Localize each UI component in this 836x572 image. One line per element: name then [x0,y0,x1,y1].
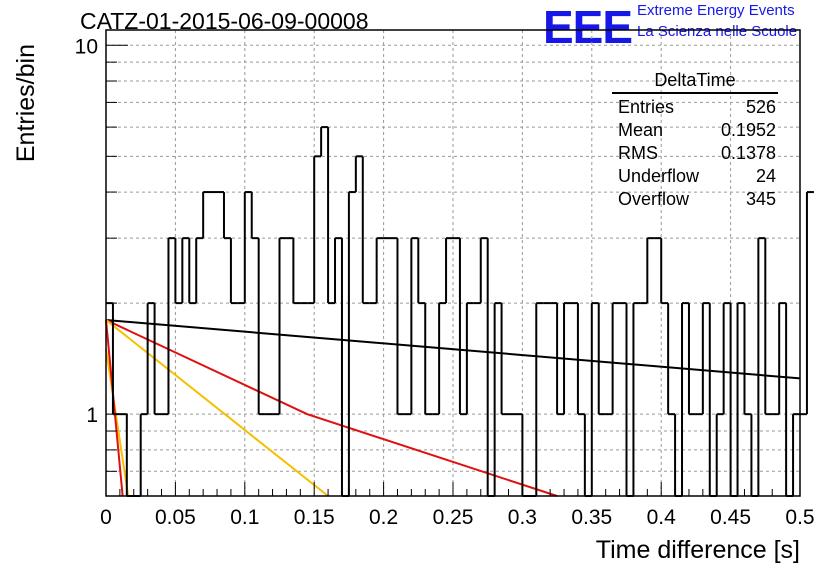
x-tick-label: 0 [100,506,112,529]
fit-line [105,319,329,497]
y-tick-label: 1 [86,404,98,427]
x-tick-label: 0.15 [294,506,335,529]
x-tick-label: 0.35 [571,506,612,529]
y-axis-label: Entries/bin [12,44,40,162]
eee-logo: EEE [543,1,633,53]
stats-value: 24 [755,166,776,186]
stats-row-entries: Entries 526 [612,96,776,119]
x-tick-label: 0.4 [647,506,677,529]
logo-line-1: Extreme Energy Events [637,2,795,19]
stats-value: 345 [745,189,776,209]
stats-row-overflow: Overflow 345 [612,188,776,211]
x-axis-label: Time difference [s] [596,536,800,564]
x-tick-label: 0.2 [369,506,398,529]
y-tick-label: 10 [75,35,98,58]
fit-line [105,319,558,497]
fit-curves [105,318,801,497]
stats-label: Mean [618,120,664,140]
x-tick-label: 0.25 [433,506,474,529]
stats-box: DeltaTime Entries 526 Mean 0.1952 RMS 0.… [612,70,782,211]
axis-tick-labels: 0 0.05 0.1 0.15 0.2 0.25 0.3 0.35 0.4 0.45 0.5 1 10 [75,35,815,529]
stats-label: RMS [618,143,658,163]
stats-value: 0.1378 [720,143,776,163]
x-tick-label: 0.45 [710,506,751,529]
logo-line-2: La Scienza nelle Scuole [637,23,798,40]
stats-title: DeltaTime [654,70,736,90]
stats-value: 0.1952 [720,120,776,140]
axis-ticks [105,44,801,497]
x-tick-label: 0.5 [785,506,814,529]
stats-value: 526 [745,97,776,117]
fit-line [105,319,124,497]
x-tick-label: 0.05 [155,506,196,529]
stats-row-rms: RMS 0.1378 [612,142,776,165]
stats-row-mean: Mean 0.1952 [612,119,776,142]
x-tick-label: 0.1 [230,506,259,529]
fit-line [105,349,130,497]
stats-divider [612,92,778,94]
stats-label: Underflow [618,166,700,186]
stats-row-underflow: Underflow 24 [612,165,776,188]
x-tick-label: 0.3 [508,506,537,529]
stats-label: Overflow [618,189,690,209]
stats-label: Entries [618,97,675,117]
fit-line [105,318,801,380]
